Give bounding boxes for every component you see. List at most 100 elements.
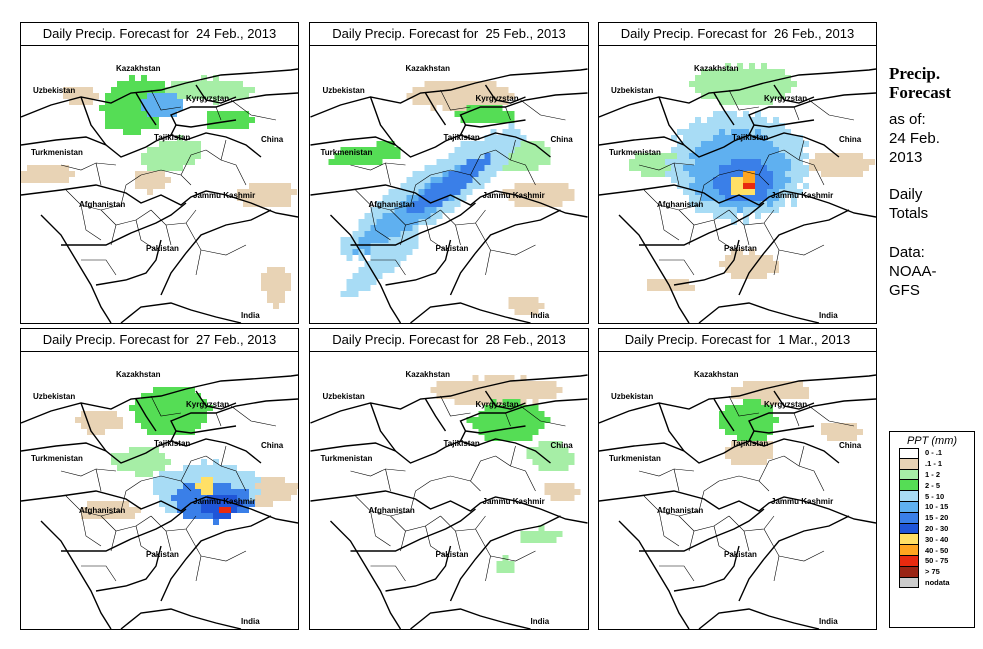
precip-cell [183, 477, 189, 483]
precip-cell [544, 183, 551, 189]
province-border [440, 209, 461, 246]
precip-cell [273, 297, 279, 303]
precip-cell [111, 423, 117, 429]
precip-cell [755, 213, 761, 219]
precip-cell [484, 105, 491, 111]
precip-cell [291, 489, 297, 495]
map-label-kyrgyzstan: Kyrgyzstan [476, 400, 519, 409]
precip-cell [165, 147, 171, 153]
precip-cell [424, 195, 431, 201]
precip-cell [550, 183, 557, 189]
province-lines [60, 89, 277, 276]
precip-cell [33, 177, 39, 183]
precip-cell [436, 201, 443, 207]
precip-cell [743, 255, 749, 261]
precip-cell [400, 255, 407, 261]
precip-cell [484, 141, 491, 147]
precip-cell [285, 279, 291, 285]
precip-cell [653, 279, 659, 285]
province-border [200, 550, 247, 562]
precip-cell [556, 483, 563, 489]
precip-cell [833, 435, 839, 441]
precip-cell [195, 501, 201, 507]
precip-cell [153, 387, 159, 393]
precip-cell [761, 81, 767, 87]
precip-cell [460, 393, 467, 399]
precip-cell [376, 273, 383, 279]
country-border [748, 132, 840, 158]
precip-cell [544, 147, 551, 153]
precip-cell [839, 153, 845, 159]
precip-cell [352, 249, 359, 255]
precip-cell [388, 225, 395, 231]
precip-cell [243, 495, 249, 501]
province-border [100, 209, 152, 226]
precip-cell [255, 195, 261, 201]
precip-cell [225, 483, 231, 489]
precip-cell [743, 123, 749, 129]
precip-cell [773, 147, 779, 153]
precip-cell [141, 447, 147, 453]
precip-cell [478, 141, 485, 147]
precip-cell [689, 153, 695, 159]
precip-cell [556, 387, 563, 393]
precip-cell [243, 189, 249, 195]
precip-cell [370, 273, 377, 279]
country-border [80, 402, 107, 452]
precip-cell [442, 99, 449, 105]
precip-cell [153, 123, 159, 129]
province-border [678, 515, 730, 532]
precip-cell [719, 141, 725, 147]
precip-cell [773, 195, 779, 201]
precip-cell [424, 183, 431, 189]
precip-cell [851, 153, 857, 159]
country-border [424, 398, 447, 432]
country-border [698, 302, 820, 323]
precip-cell [117, 87, 123, 93]
precip-cell [466, 153, 473, 159]
precip-cell [737, 255, 743, 261]
precip-cell [544, 153, 551, 159]
precip-cell [749, 447, 755, 453]
precip-cell [364, 225, 371, 231]
precip-cell [243, 507, 249, 513]
precip-cell [279, 489, 285, 495]
country-border [95, 239, 162, 286]
precip-cell [737, 147, 743, 153]
precip-cell [743, 129, 749, 135]
country-border [80, 96, 107, 146]
precip-cell [472, 147, 479, 153]
country-border [385, 239, 452, 286]
precip-cell [442, 165, 449, 171]
precip-cell [496, 105, 503, 111]
precip-cell [737, 429, 743, 435]
precip-cell [755, 87, 761, 93]
province-border [490, 244, 536, 256]
precip-cell [791, 141, 797, 147]
precip-cell [105, 105, 111, 111]
precip-cell [827, 423, 833, 429]
precip-cell [761, 87, 767, 93]
precip-cell [225, 501, 231, 507]
precip-cell [496, 393, 503, 399]
precip-cell [737, 63, 743, 69]
precip-cell [376, 207, 383, 213]
legend-swatch [899, 480, 919, 492]
precip-cell [484, 387, 491, 393]
precip-cell [219, 87, 225, 93]
precip-cell [755, 261, 761, 267]
precip-cell [460, 189, 467, 195]
precip-cell [123, 123, 129, 129]
precip-cell [556, 195, 563, 201]
province-border [60, 468, 117, 477]
precip-cell [827, 435, 833, 441]
precip-cell [135, 471, 141, 477]
country-border [673, 239, 740, 286]
precip-cell [803, 153, 809, 159]
precip-cell [400, 213, 407, 219]
precip-cell [261, 201, 267, 207]
precip-cell [683, 285, 689, 291]
map-label-kazakhstan: Kazakhstan [116, 370, 161, 379]
country-borders [599, 68, 876, 323]
precip-cell [105, 93, 111, 99]
